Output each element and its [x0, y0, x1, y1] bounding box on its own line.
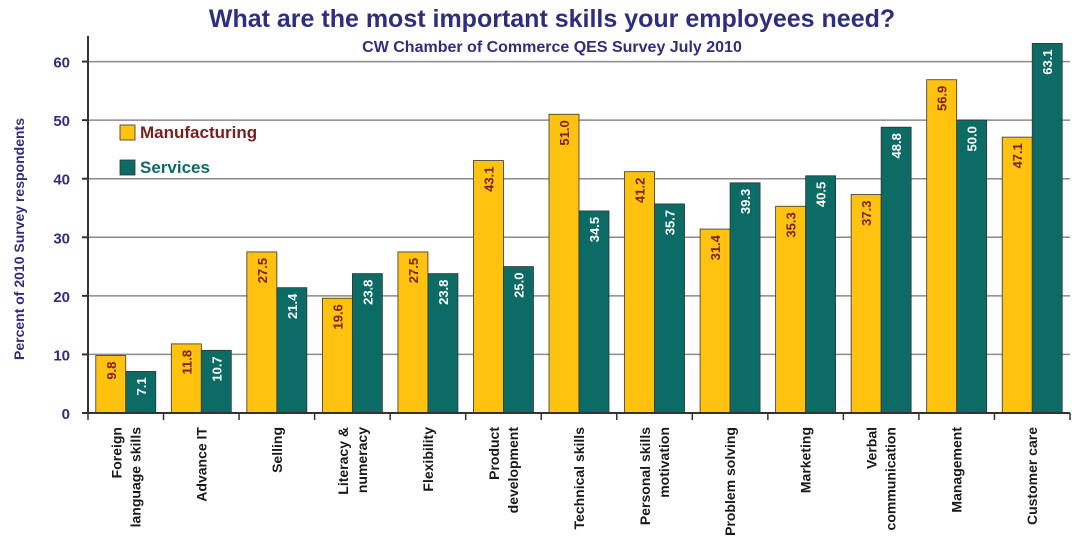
data-label: 31.4 [708, 234, 723, 260]
legend-swatch-manufacturing [119, 124, 136, 141]
x-tick-label: Technical skills [571, 427, 587, 530]
bar-services [125, 371, 157, 414]
chart-subtitle: CW Chamber of Commerce QES Survey July 2… [362, 39, 742, 56]
x-tick-label: Advance IT [193, 427, 209, 502]
x-tick-label-line: language skills [127, 427, 143, 528]
bar-services [956, 119, 988, 414]
data-label: 48.8 [889, 133, 904, 158]
x-tick-label: Foreign language skills [108, 427, 143, 528]
bar-manufacturing [699, 228, 731, 414]
x-tick-label-line: Advance IT [193, 427, 209, 502]
x-tick-label-line: Literacy & [335, 427, 351, 495]
x-tick-label-line: Product [486, 427, 502, 480]
x-tick-label-line: Selling [269, 427, 285, 473]
x-tick-label-line: development [505, 427, 521, 514]
data-label: 23.8 [436, 280, 451, 305]
x-tick-label: Personal skills motivation [637, 427, 672, 525]
x-tick-label-line: Verbal [864, 427, 880, 469]
bar-manufacturing [926, 79, 958, 414]
y-tick-label: 60 [53, 55, 70, 72]
data-label: 63.1 [1040, 49, 1055, 74]
legend-label-manufacturing: Manufacturing [140, 123, 257, 142]
tick-labels: 0 10 20 30 40 50 60 Foreign language skills Advan… [53, 55, 1040, 536]
bars: 9.8 7.1 11.8 10.7 27.5 21.4 19.6 23.8 27.5 23.8 43… [95, 43, 1063, 414]
y-tick-label: 20 [53, 289, 70, 306]
x-tick-label-line: Personal skills [637, 427, 653, 525]
bar-manufacturing [246, 251, 278, 414]
x-tick-label-line: Customer care [1024, 427, 1040, 525]
data-label: 34.5 [587, 217, 602, 242]
bar-services [654, 203, 685, 414]
bar-services [200, 349, 232, 414]
data-label: 10.7 [209, 356, 224, 381]
data-label: 19.6 [330, 304, 345, 329]
x-tick-label-line: numeracy [354, 427, 370, 493]
data-label: 39.3 [738, 189, 753, 214]
bar-services [276, 287, 308, 414]
x-tick-label: Selling [269, 427, 285, 473]
data-label: 7.1 [134, 377, 149, 395]
bar-services [729, 182, 761, 414]
bar-services [503, 266, 534, 414]
data-label: 35.3 [784, 212, 799, 237]
x-tick-label: Product development [486, 427, 521, 514]
bar-manufacturing [624, 171, 655, 414]
x-tick-label-line: Flexibility [420, 427, 436, 492]
bar-services [805, 175, 837, 414]
data-label: 50.0 [965, 126, 980, 151]
bar-manufacturing [548, 113, 580, 414]
data-label: 25.0 [511, 273, 526, 298]
bar-manufacturing [321, 297, 353, 414]
data-label: 23.8 [360, 280, 375, 305]
data-label: 51.0 [557, 120, 572, 145]
y-tick-label: 50 [53, 113, 70, 130]
data-label: 43.1 [481, 167, 496, 192]
data-label: 37.3 [859, 201, 874, 226]
bar-manufacturing [473, 160, 504, 414]
x-tick-label: Problem solving [722, 427, 738, 536]
data-label: 11.8 [179, 350, 194, 375]
chart-title: What are the most important skills your … [209, 5, 895, 33]
x-tick-label: Marketing [798, 427, 814, 493]
x-tick-label: Verbal communication [864, 427, 899, 530]
data-label: 47.1 [1010, 143, 1025, 168]
x-tick-label-line: communication [883, 427, 899, 530]
data-label: 27.5 [255, 258, 270, 283]
y-tick-label: 0 [62, 406, 70, 423]
x-tick-label-line: Problem solving [722, 427, 738, 536]
legend: Manufacturing Services [119, 123, 257, 177]
x-tick-label: Literacy & numeracy [335, 427, 370, 495]
data-label: 9.8 [104, 362, 119, 380]
data-label: 56.9 [935, 86, 950, 111]
bar-services [351, 273, 383, 414]
bar-manufacturing [1001, 136, 1033, 414]
x-tick-label: Customer care [1024, 427, 1040, 525]
data-label: 27.5 [406, 258, 421, 283]
data-label: 41.2 [633, 178, 648, 203]
bar-services [880, 126, 912, 414]
x-tick-label-line: Management [949, 427, 965, 513]
x-tick-label-line: Technical skills [571, 427, 587, 530]
y-axis-label: Percent of 2010 Survey respondents [11, 118, 27, 360]
y-tick-label: 10 [53, 347, 70, 364]
bar-services [427, 273, 459, 414]
x-tick-label-line: Foreign [108, 427, 124, 478]
data-label: 40.5 [814, 182, 829, 207]
x-tick-label-line: motivation [656, 427, 672, 498]
y-tick-label: 30 [53, 230, 70, 247]
legend-swatch-services [119, 159, 136, 176]
y-tick-label: 40 [53, 172, 70, 189]
data-label: 35.7 [663, 210, 678, 235]
bar-manufacturing [850, 194, 882, 414]
x-tick-label-line: Marketing [798, 427, 814, 493]
x-tick-label: Management [949, 427, 965, 513]
legend-label-services: Services [140, 158, 210, 177]
bar-services [578, 210, 610, 414]
x-tick-label: Flexibility [420, 427, 436, 492]
data-label: 21.4 [285, 293, 300, 319]
axes [82, 36, 1071, 420]
bar-services [1031, 43, 1063, 414]
